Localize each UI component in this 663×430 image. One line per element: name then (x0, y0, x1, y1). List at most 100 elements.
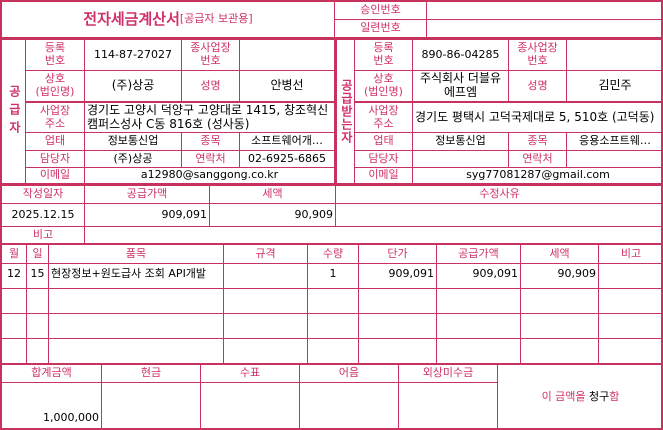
approval-label: 승인번호 (335, 2, 427, 20)
check-value (201, 383, 300, 428)
title-text: 전자세금계산서 (83, 9, 180, 28)
supplier-biz-type: 정보통신업 (85, 133, 182, 151)
note-value (85, 227, 661, 244)
item-spec-cell (224, 289, 308, 314)
bill-label: 어음 (300, 365, 399, 383)
reason-value (336, 204, 661, 227)
item-month-cell (2, 314, 27, 339)
receiver-biz-item: 응용소프트웨… (567, 133, 661, 151)
item-day-cell (27, 339, 49, 364)
item-qty-cell (308, 314, 359, 339)
receiver-contact (567, 151, 661, 168)
items-header-unit_price: 단가 (359, 245, 437, 264)
item-item-cell (49, 339, 224, 364)
item-unit_price-cell (359, 339, 437, 364)
supplier-company: (주)상공 (85, 71, 182, 102)
address-label: 사업장 주소 (355, 103, 413, 133)
item-supply-cell (437, 314, 521, 339)
item-month-cell (2, 289, 27, 314)
item-day-cell (27, 289, 49, 314)
claim-text: 이 금액을 청구 함 (498, 365, 661, 428)
total-supply-amount: 909,091 (85, 204, 210, 227)
supplier-biz-item: 소프트웨어개… (240, 133, 335, 151)
contact-label: 연락처 (509, 151, 567, 168)
supplier-contact: 02-6925-6865 (240, 151, 335, 168)
sub-no-label: 종사업장 번호 (509, 40, 567, 71)
item-note-cell (599, 314, 661, 339)
biz-type-label: 업태 (26, 133, 85, 151)
item-spec-cell (224, 264, 308, 289)
item-spec-cell (224, 314, 308, 339)
item-spec-cell (224, 339, 308, 364)
item-supply-cell: 909,091 (437, 264, 521, 289)
item-day-cell: 15 (27, 264, 49, 289)
total-label: 합계금액 (2, 365, 102, 383)
receiver-sub-no (567, 40, 661, 71)
issue-date: 2025.12.15 (2, 204, 85, 227)
receiver-reg-no: 890-86-04285 (413, 40, 509, 71)
item-tax-cell (521, 339, 599, 364)
supplier-address: 경기도 고양시 덕양구 고양대로 1415, 창조혁신캠퍼스성사 C동 816호… (85, 103, 335, 133)
supplier-section-label: 공급자 (2, 40, 26, 184)
item-month-cell: 12 (2, 264, 27, 289)
item-note-cell (599, 264, 661, 289)
item-unit_price-cell (359, 314, 437, 339)
tax-label: 세액 (210, 186, 336, 204)
item-tax-cell: 90,909 (521, 264, 599, 289)
invoice-title: 전자세금계산서 [공급자 보관용] (2, 2, 335, 38)
reg-no-label: 등록 번호 (26, 40, 85, 71)
item-item-cell: 현장정보+원도급사 조회 API개발 (49, 264, 224, 289)
manager-label: 담당자 (26, 151, 85, 168)
items-header-tax: 세액 (521, 245, 599, 264)
item-tax-cell (521, 289, 599, 314)
date-label: 작성일자 (2, 186, 85, 204)
item-qty-cell (308, 339, 359, 364)
name-label: 성명 (509, 71, 567, 102)
company-label: 상호 (법인명) (26, 71, 85, 102)
receiver-company: 주식회사 더블유에프엠 (413, 71, 509, 102)
item-note-cell (599, 289, 661, 314)
items-header-spec: 규격 (224, 245, 308, 264)
address-label: 사업장 주소 (26, 103, 85, 133)
company-label: 상호 (법인명) (355, 71, 413, 102)
manager-label: 담당자 (355, 151, 413, 168)
items-header-note: 비고 (599, 245, 661, 264)
supplier-manager: (주)상공 (85, 151, 182, 168)
item-item-cell (49, 289, 224, 314)
supply-label: 공급가액 (85, 186, 210, 204)
credit-label: 외상미수금 (399, 365, 498, 383)
serial-label: 일련번호 (335, 20, 427, 38)
item-unit_price-cell (359, 289, 437, 314)
sub-no-label: 종사업장 번호 (182, 40, 240, 71)
cash-label: 현금 (102, 365, 201, 383)
receiver-biz-type: 정보통신업 (413, 133, 509, 151)
item-supply-cell (437, 339, 521, 364)
receiver-email: syg77081287@gmail.com (413, 168, 661, 184)
name-label: 성명 (182, 71, 240, 102)
supplier-sub-no (240, 40, 335, 71)
cash-value (102, 383, 201, 428)
note-label: 비고 (2, 227, 85, 244)
receiver-name: 김민주 (567, 71, 661, 102)
receiver-section-label: 공급받는자 (337, 40, 355, 184)
item-unit_price-cell: 909,091 (359, 264, 437, 289)
contact-label: 연락처 (182, 151, 240, 168)
serial-value (427, 20, 661, 38)
items-header-qty: 수량 (308, 245, 359, 264)
items-header-supply: 공급가액 (437, 245, 521, 264)
claim-prefix: 이 금액을 (541, 390, 590, 404)
item-month-cell (2, 339, 27, 364)
supplier-name: 안병선 (240, 71, 335, 102)
items-header-month: 월 (2, 245, 27, 264)
bill-value (300, 383, 399, 428)
item-qty-cell (308, 289, 359, 314)
total-tax-amount: 90,909 (210, 204, 336, 227)
biz-item-label: 종목 (182, 133, 240, 151)
item-supply-cell (437, 289, 521, 314)
reg-no-label: 등록 번호 (355, 40, 413, 71)
biz-item-label: 종목 (509, 133, 567, 151)
supplier-reg-no: 114-87-27027 (85, 40, 182, 71)
item-note-cell (599, 339, 661, 364)
receiver-manager (413, 151, 509, 168)
